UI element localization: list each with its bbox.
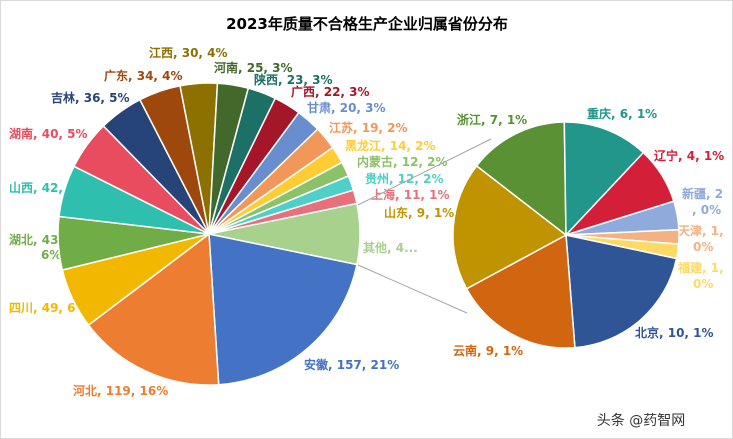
label-sec-6-pct: , 0%: [692, 203, 721, 217]
label-sec-0: 北京, 10, 1%: [635, 325, 714, 340]
label-sec-4: 重庆, 6, 1%: [587, 106, 657, 121]
connector-line-bottom: [357, 264, 468, 314]
secondary-pie: [452, 121, 680, 349]
main-slice-0: [208, 233, 358, 386]
label-main-11: 广西, 22, 3%: [291, 84, 370, 99]
label-main-15: 内蒙古, 12, 2%: [357, 154, 448, 169]
label-main-6: 吉林, 36, 5%: [51, 90, 130, 105]
label-main-0: 安徽, 157, 21%: [304, 357, 399, 372]
sec-slice-0: [565, 234, 678, 349]
label-main-17: 上海, 11, 1%: [371, 187, 450, 202]
label-main-1: 河北, 119, 16%: [72, 383, 168, 398]
main-pie: [57, 82, 361, 386]
label-sec-5: 辽宁, 4, 1%: [654, 148, 724, 163]
sec-slice-8: [565, 234, 680, 260]
label-main-5: 湖南, 40, 5%: [9, 126, 88, 141]
label-main-13: 江苏, 19, 2%: [329, 120, 408, 135]
label-main-7: 广东, 34, 4%: [104, 68, 183, 83]
connector-lines: [357, 138, 492, 314]
main-slice-1: [87, 232, 220, 386]
sec-slice-4: [563, 121, 645, 237]
label-sec-1: 云南, 9, 1%: [453, 343, 523, 358]
data-labels: 安徽, 157, 21% 河北, 119, 16% 四川, 49, 6% 湖北, 43…: [9, 45, 724, 398]
label-sec-7-pct: 0%: [693, 240, 713, 254]
main-slice-18: [208, 202, 361, 266]
label-sec-8: 福建, 1,: [677, 260, 724, 275]
label-sec-3: 浙江, 7, 1%: [457, 112, 527, 127]
label-main-8: 江西, 30, 4%: [149, 45, 228, 60]
sec-slice-3: [475, 121, 567, 237]
label-main-2: 四川, 49, 6%: [9, 301, 88, 315]
sec-slice-2: [452, 164, 568, 290]
label-main-16: 贵州, 12, 2%: [365, 171, 444, 186]
label-sec-7: 天津, 1,: [678, 223, 724, 238]
label-main-3-pct: 6%: [41, 248, 61, 262]
label-main-14: 黑龙江, 14, 2%: [345, 138, 436, 153]
label-main-12: 甘肃, 20, 3%: [307, 100, 386, 115]
label-main-3: 湖北, 43,: [9, 232, 63, 247]
chart-title: 2023年质量不合格生产企业归属省份分布: [226, 15, 508, 33]
label-main-9: 河南, 25, 3%: [213, 60, 293, 75]
label-sec-6: 新疆, 2: [682, 186, 723, 201]
connector-line-top: [357, 138, 492, 206]
label-main-10: 陕西, 23, 3%: [254, 72, 333, 87]
label-sec-2: 山东, 9, 1%: [384, 205, 454, 220]
label-sec-8-pct: 0%: [693, 277, 713, 291]
watermark: 头条 @药智网: [597, 412, 685, 429]
label-main-18: 其他, 4...: [363, 240, 418, 255]
sec-slice-1: [465, 233, 576, 349]
